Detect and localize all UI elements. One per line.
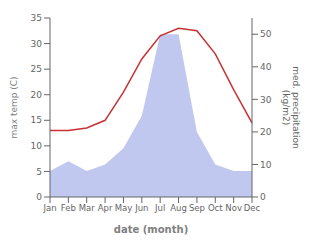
svg-text:Dec: Dec [244, 203, 261, 213]
svg-text:Jul: Jul [154, 203, 165, 213]
svg-text:5: 5 [36, 167, 42, 177]
svg-text:Aug: Aug [170, 203, 187, 213]
svg-text:35: 35 [31, 13, 42, 23]
svg-text:15: 15 [31, 115, 42, 125]
svg-text:Mar: Mar [79, 203, 96, 213]
svg-text:date (month): date (month) [114, 224, 188, 235]
svg-text:10: 10 [260, 160, 272, 170]
svg-text:10: 10 [31, 141, 43, 151]
svg-text:med. precipitation(kg/m2): med. precipitation(kg/m2) [281, 66, 302, 148]
svg-text:25: 25 [31, 64, 42, 74]
svg-text:max temp (C): max temp (C) [9, 76, 19, 138]
svg-text:50: 50 [260, 29, 272, 39]
svg-text:20: 20 [260, 127, 272, 137]
svg-text:Feb: Feb [61, 203, 76, 213]
svg-text:Jun: Jun [134, 203, 148, 213]
svg-text:0: 0 [260, 192, 266, 202]
svg-text:0: 0 [36, 192, 42, 202]
svg-text:Apr: Apr [98, 203, 113, 213]
svg-text:20: 20 [31, 90, 43, 100]
svg-text:Sep: Sep [189, 203, 205, 213]
svg-text:Nov: Nov [225, 203, 242, 213]
svg-text:30: 30 [31, 39, 43, 49]
svg-text:May: May [115, 203, 133, 213]
svg-text:Jan: Jan [42, 203, 56, 213]
svg-text:30: 30 [260, 95, 272, 105]
svg-text:40: 40 [260, 62, 272, 72]
svg-text:Oct: Oct [208, 203, 223, 213]
